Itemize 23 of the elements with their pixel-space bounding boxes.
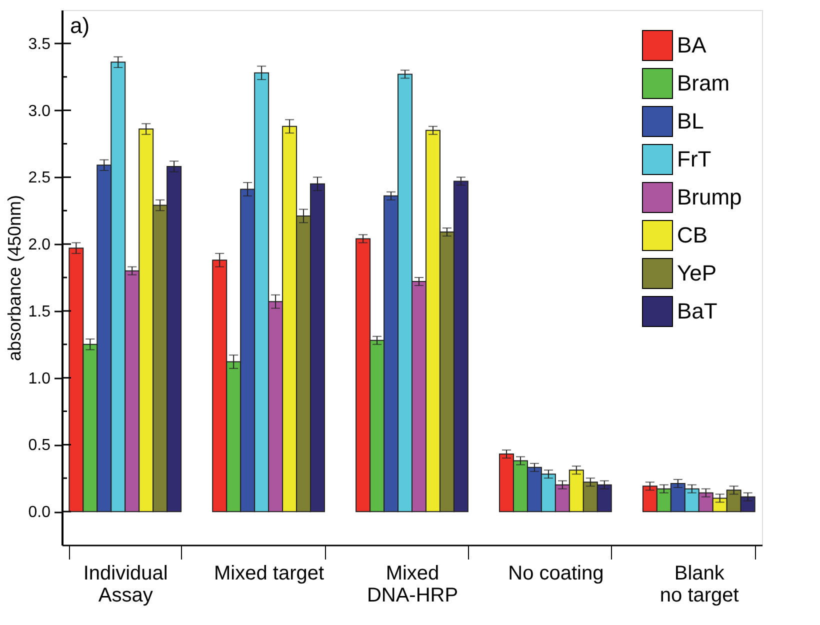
legend-label: BaT (677, 298, 718, 324)
legend-label: Brump (677, 184, 742, 210)
x-tick-label: Mixed target (214, 562, 325, 584)
legend-label: FrT (677, 146, 712, 172)
y-tick-label: 1.0 (28, 370, 51, 388)
y-tick-label: 3.0 (28, 102, 51, 120)
legend-label: BL (677, 108, 704, 134)
y-tick-label: 0.0 (28, 504, 51, 522)
x-tick-label: Mixed DNA-HRP (366, 562, 458, 606)
y-tick-label: 1.5 (28, 303, 51, 320)
legend-label: CB (677, 222, 708, 248)
y-axis-title: absorbance (450nm) (4, 194, 24, 362)
y-tick-label: 2.0 (28, 236, 51, 254)
x-tick-label: Individual Assay (83, 562, 168, 606)
legend-label: BA (677, 32, 707, 58)
y-tick-label: 3.5 (28, 36, 51, 53)
legend-label: Bram (677, 70, 730, 96)
y-tick-label: 2.5 (28, 170, 51, 187)
legend-label: YeP (677, 260, 717, 286)
y-tick-label: 0.5 (28, 437, 51, 454)
x-tick-label: No coating (508, 562, 604, 584)
x-tick-label: Blank no target (660, 562, 740, 606)
annotation: a) (70, 13, 90, 38)
